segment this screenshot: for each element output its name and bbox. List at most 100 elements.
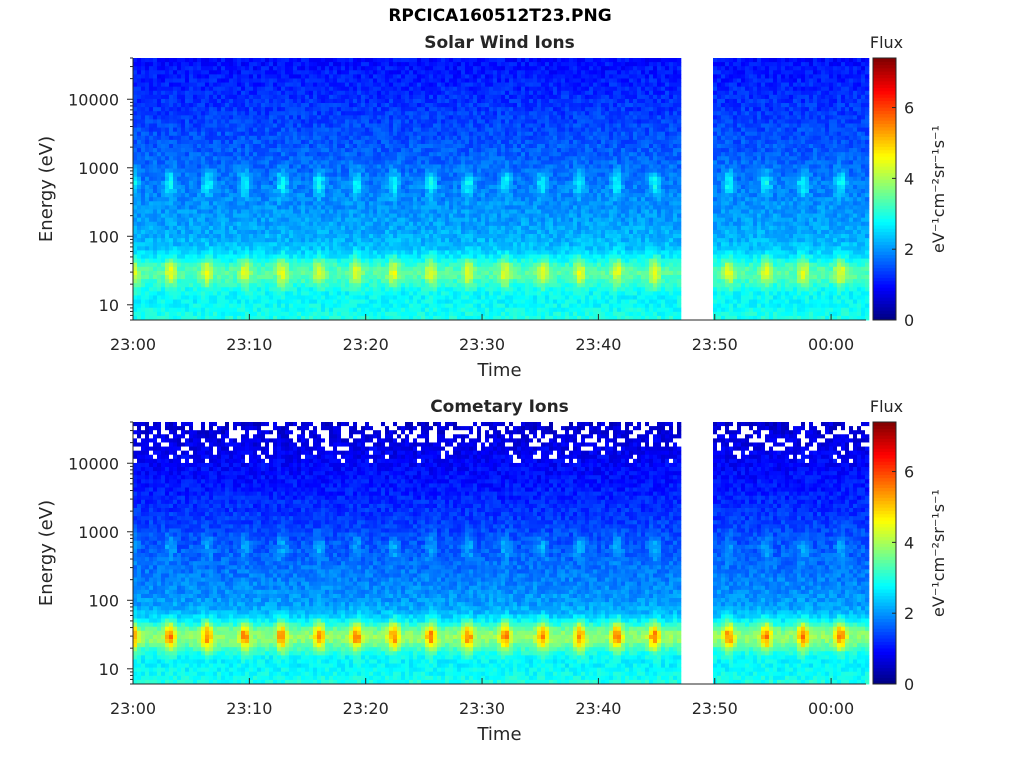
- heatmap-cell: [405, 189, 410, 194]
- heatmap-cell: [217, 291, 222, 296]
- heatmap-cell: [157, 168, 162, 174]
- heatmap-cell: [417, 107, 422, 112]
- heatmap-cell: [285, 189, 290, 194]
- heatmap-cell: [253, 176, 258, 182]
- heatmap-cell: [417, 315, 422, 321]
- heatmap-cell: [193, 307, 198, 313]
- heatmap-cell: [161, 221, 166, 227]
- heatmap-cell: [409, 266, 414, 272]
- heatmap-cell: [185, 94, 190, 100]
- heatmap-cell: [165, 131, 170, 137]
- heatmap-cell: [321, 86, 326, 92]
- heatmap-cell: [249, 176, 254, 182]
- heatmap-cell: [345, 189, 350, 194]
- heatmap-cell: [281, 115, 286, 120]
- heatmap-cell: [193, 119, 198, 124]
- heatmap-cell: [433, 209, 438, 214]
- heatmap-cell: [189, 172, 194, 178]
- heatmap-cell: [173, 107, 178, 112]
- heatmap-cell: [313, 266, 318, 272]
- heatmap-cell: [189, 221, 194, 227]
- heatmap-cell: [349, 58, 354, 63]
- heatmap-cell: [145, 156, 150, 161]
- heatmap-cell: [229, 299, 234, 305]
- heatmap-cell: [141, 283, 146, 288]
- heatmap-cell: [141, 307, 146, 313]
- heatmap-cell: [189, 246, 194, 251]
- heatmap-cell: [321, 279, 326, 284]
- heatmap-cell: [397, 115, 402, 120]
- heatmap-cell: [145, 189, 150, 194]
- heatmap-cell: [345, 250, 350, 255]
- heatmap-cell: [345, 148, 350, 153]
- heatmap-cell: [329, 152, 334, 157]
- heatmap-cell: [173, 127, 178, 133]
- heatmap-cell: [337, 197, 342, 202]
- heatmap-cell: [309, 156, 314, 161]
- heatmap-cell: [185, 229, 190, 235]
- heatmap-cell: [213, 283, 218, 288]
- heatmap-cell: [181, 143, 186, 149]
- heatmap-cell: [401, 58, 406, 63]
- heatmap-cell: [301, 135, 306, 141]
- heatmap-cell: [181, 127, 186, 133]
- heatmap-cell: [441, 311, 446, 317]
- heatmap-cell: [157, 180, 162, 186]
- heatmap-cell: [345, 62, 350, 67]
- heatmap-cell: [237, 127, 242, 133]
- heatmap-cell: [305, 189, 310, 194]
- heatmap-cell: [145, 221, 150, 227]
- heatmap-cell: [385, 283, 390, 288]
- heatmap-cell: [145, 295, 150, 300]
- heatmap-cell: [213, 205, 218, 210]
- heatmap-cell: [305, 143, 310, 149]
- heatmap-cell: [333, 168, 338, 174]
- heatmap-cell: [201, 160, 206, 165]
- heatmap-cell: [273, 119, 278, 124]
- heatmap-cell: [353, 143, 358, 149]
- heatmap-cell: [365, 86, 370, 92]
- heatmap-cell: [289, 315, 294, 321]
- heatmap-cell: [253, 221, 258, 227]
- heatmap-cell: [209, 98, 214, 104]
- heatmap-cell: [145, 291, 150, 296]
- heatmap-cell: [345, 160, 350, 165]
- heatmap-cell: [429, 246, 434, 251]
- heatmap-cell: [333, 152, 338, 157]
- heatmap-cell: [229, 229, 234, 235]
- heatmap-cell: [165, 98, 170, 104]
- heatmap-cell: [137, 74, 142, 79]
- heatmap-cell: [197, 291, 202, 296]
- heatmap-cell: [361, 143, 366, 149]
- heatmap-cell: [157, 131, 162, 137]
- heatmap-cell: [341, 135, 346, 141]
- heatmap-cell: [161, 291, 166, 296]
- figure-title: RPCICA160512T23.PNG: [0, 6, 1000, 26]
- heatmap-cell: [317, 262, 322, 268]
- heatmap-cell: [365, 107, 370, 112]
- heatmap-cell: [361, 107, 366, 112]
- heatmap-cell: [205, 66, 210, 71]
- heatmap-cell: [305, 184, 310, 190]
- heatmap-cell: [313, 62, 318, 67]
- heatmap-cell: [293, 156, 298, 161]
- heatmap-cell: [345, 139, 350, 145]
- heatmap-cell: [153, 291, 158, 296]
- heatmap-cell: [333, 307, 338, 313]
- heatmap-cell: [345, 229, 350, 235]
- heatmap-cell: [357, 143, 362, 149]
- heatmap-cell: [401, 119, 406, 124]
- heatmap-cell: [289, 287, 294, 292]
- heatmap-cell: [381, 119, 386, 124]
- heatmap-cell: [253, 70, 258, 75]
- heatmap-cell: [185, 82, 190, 88]
- heatmap-cell: [281, 295, 286, 300]
- heatmap-cell: [285, 238, 290, 243]
- heatmap-cell: [285, 262, 290, 268]
- heatmap-cell: [333, 270, 338, 276]
- heatmap-cell: [257, 115, 262, 120]
- heatmap-cell: [285, 291, 290, 296]
- heatmap-cell: [137, 189, 142, 194]
- heatmap-cell: [297, 262, 302, 268]
